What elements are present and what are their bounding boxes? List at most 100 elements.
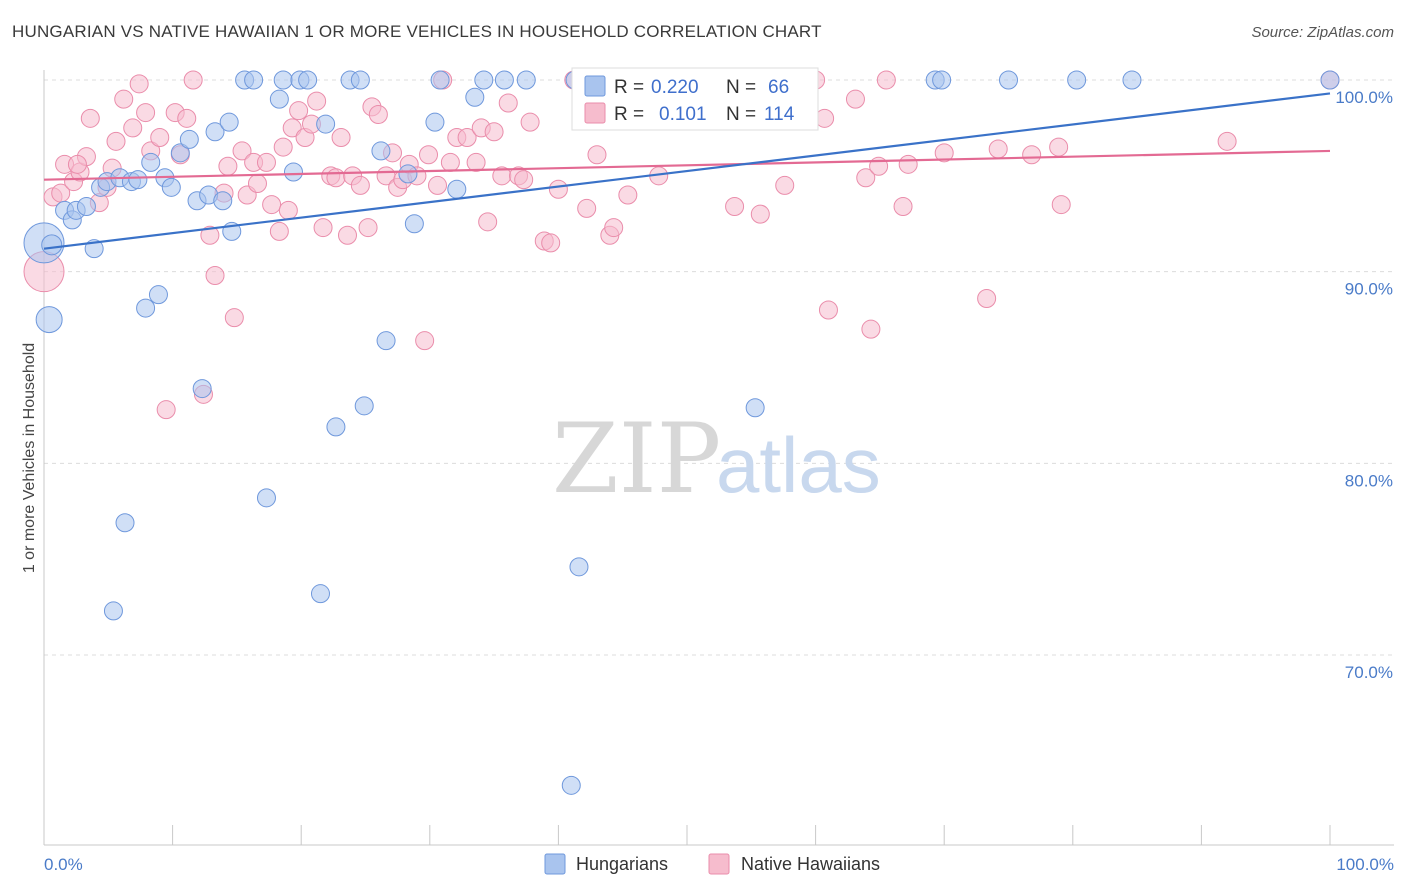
- watermark: ZIP atlas: [552, 403, 881, 515]
- watermark-zip: ZIP: [552, 403, 721, 515]
- native-hawaiians-point-81: [587, 145, 607, 165]
- native-hawaiians-point-63: [440, 152, 460, 172]
- legend-n-value-2: 114: [764, 104, 795, 125]
- legend-r-value-2: 0.101: [659, 104, 707, 125]
- native-hawaiians-point-109: [1049, 137, 1069, 157]
- native-hawaiians-point-98: [845, 89, 865, 109]
- native-hawaiians-point-60: [419, 145, 439, 165]
- native-hawaiians-point-113: [67, 154, 87, 174]
- source-label: Source: ZipAtlas.com: [1251, 24, 1394, 41]
- hungarians-point-16: [141, 152, 161, 172]
- native-hawaiians-point-105: [934, 143, 954, 163]
- native-hawaiians-point-107: [988, 139, 1008, 159]
- hungarians-point-2: [41, 234, 63, 256]
- native-hawaiians-point-39: [289, 101, 309, 121]
- native-hawaiians-point-83: [604, 218, 624, 238]
- hungarians-point-43: [371, 141, 391, 161]
- hungarians-point-10: [103, 601, 123, 621]
- hungarians-point-33: [273, 70, 293, 90]
- hungarians-point-47: [425, 112, 445, 132]
- y-tick-label-90: 90.0%: [1345, 280, 1393, 299]
- native-hawaiians-point-17: [150, 128, 170, 147]
- hungarians-point-56: [569, 557, 589, 577]
- native-hawaiians-point-59: [415, 331, 435, 351]
- bottom-legend-swatch-hungarians: [544, 853, 566, 875]
- hungarians-point-37: [310, 584, 330, 604]
- native-hawaiians-point-99: [856, 168, 876, 188]
- hungarians-point-31: [256, 488, 276, 508]
- native-hawaiians-point-69: [484, 122, 504, 142]
- native-hawaiians-point-52: [368, 105, 388, 124]
- native-hawaiians-point-22: [183, 70, 203, 90]
- native-hawaiians-point-74: [520, 112, 540, 132]
- native-hawaiians-point-29: [232, 141, 252, 161]
- legend-swatch-native-hawaiians: [584, 102, 606, 124]
- native-hawaiians-point-45: [326, 168, 346, 188]
- native-hawaiians-point-42: [307, 91, 327, 111]
- native-hawaiians-point-103: [893, 197, 913, 216]
- watermark-atlas: atlas: [716, 421, 881, 509]
- legend-swatch-hungarians: [584, 75, 606, 97]
- legend-n-label-1: N =: [726, 77, 756, 98]
- native-hawaiians-point-43: [313, 218, 333, 238]
- native-hawaiians-point-27: [218, 156, 238, 176]
- hungarians-point-36: [298, 70, 318, 90]
- hungarians-point-49: [447, 179, 467, 199]
- legend-r-label-1: R =: [614, 77, 644, 98]
- x-tick-label-min: 0.0%: [44, 855, 83, 874]
- y-tick-label-80: 80.0%: [1345, 471, 1393, 490]
- native-hawaiians-point-18: [156, 400, 176, 420]
- native-hawaiians-point-47: [337, 225, 357, 245]
- native-hawaiians-point-7: [80, 108, 100, 128]
- native-hawaiians-point-102: [876, 70, 896, 90]
- hungarians-point-25: [205, 122, 225, 142]
- native-hawaiians-point-12: [114, 89, 134, 109]
- legend-n-value-1: 66: [768, 77, 789, 98]
- native-hawaiians-point-73: [514, 170, 534, 190]
- trend-lines: [43, 92, 1331, 250]
- native-hawaiians-point-111: [1217, 131, 1237, 151]
- hungarians-point-54: [561, 775, 581, 795]
- native-hawaiians-point-97: [818, 300, 838, 320]
- hungarians-point-44: [376, 331, 396, 351]
- native-hawaiians-point-38: [282, 118, 302, 138]
- native-hawaiians-point-90: [725, 197, 745, 216]
- hungarians-point-27: [219, 112, 239, 132]
- hungarians-point-19: [161, 177, 181, 197]
- hungarians-point-20: [170, 143, 190, 163]
- hungarians-point-21: [179, 129, 199, 149]
- native-hawaiians-point-71: [498, 93, 518, 113]
- y-tick-labels: 70.0% 80.0% 90.0% 100.0%: [1335, 88, 1393, 682]
- hungarians-point-65: [1320, 70, 1340, 90]
- hungarians-point-41: [350, 70, 370, 90]
- hungarians-point-32: [269, 89, 289, 109]
- hungarians-point-45: [398, 164, 418, 184]
- hungarians-point-51: [474, 70, 494, 90]
- legend-r-label-2: R =: [614, 104, 644, 125]
- native-hawaiians-point-84: [618, 185, 638, 205]
- trend-line-native-hawaiians: [43, 149, 1331, 181]
- native-hawaiians-point-50: [358, 218, 378, 238]
- hungarians-point-53: [516, 70, 536, 90]
- bottom-legend-swatch-native-hawaiians: [708, 853, 730, 875]
- native-hawaiians-point-76: [541, 233, 561, 253]
- hungarians-point-62: [999, 70, 1018, 90]
- hungarians-point-61: [932, 70, 952, 90]
- stats-legend: R = 0.220 N = 66 R = 0.101 N = 114: [571, 67, 819, 131]
- native-hawaiians-point-68: [478, 212, 498, 232]
- native-hawaiians-point-108: [1022, 145, 1042, 165]
- y-tick-label-70: 70.0%: [1345, 663, 1393, 682]
- hungarians-point-42: [354, 396, 374, 416]
- bottom-legend-hungarians: Hungarians: [576, 854, 668, 874]
- native-hawaiians-point-37: [278, 200, 298, 220]
- x-ticks: [43, 825, 1331, 845]
- hungarians-point-52: [494, 70, 514, 90]
- native-hawaiians-point-106: [977, 289, 997, 308]
- y-tick-label-100: 100.0%: [1335, 88, 1393, 107]
- legend-r-value-1: 0.220: [651, 77, 699, 98]
- hungarians-point-30: [244, 70, 264, 90]
- hungarians-point-63: [1067, 70, 1087, 90]
- hungarians-point-34: [283, 162, 303, 182]
- native-hawaiians-point-110: [1051, 195, 1071, 215]
